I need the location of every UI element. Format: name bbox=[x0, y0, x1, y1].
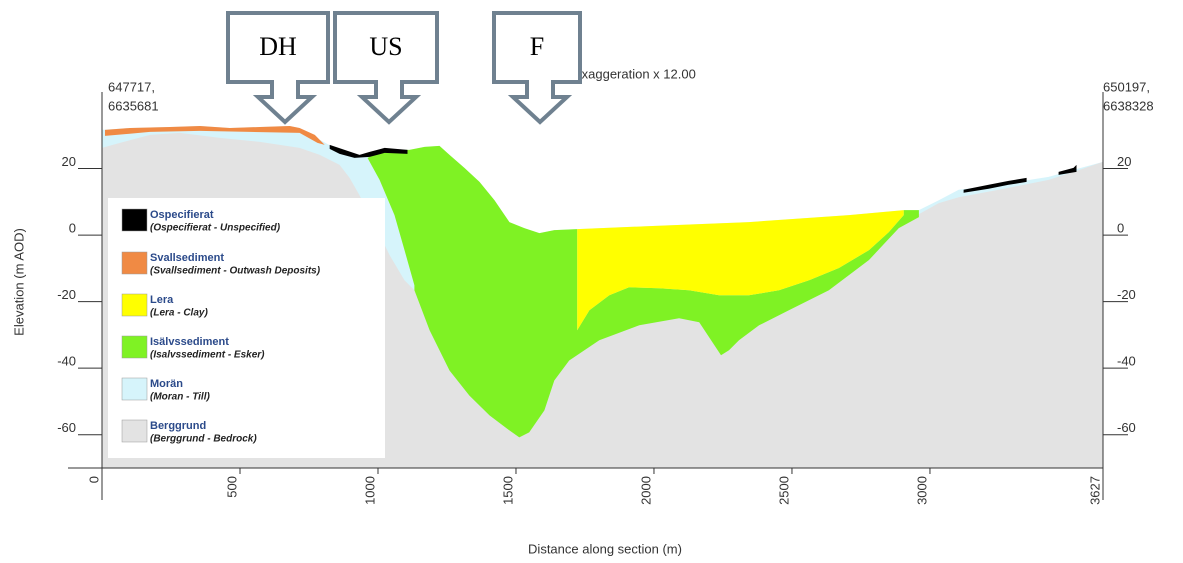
callout-shape bbox=[226, 11, 330, 125]
legend-name: Morän bbox=[150, 378, 183, 390]
layer-area bbox=[329, 144, 1077, 193]
layer-area bbox=[577, 210, 904, 331]
legend-description: (Lera - Clay) bbox=[150, 308, 208, 319]
legend-name: Berggrund bbox=[150, 420, 206, 432]
legend-swatch bbox=[121, 208, 148, 232]
callout: DH bbox=[226, 11, 330, 125]
y2-tick-label: 0 bbox=[1117, 221, 1124, 236]
legend-name: Isälvssediment bbox=[150, 336, 229, 348]
callout: F bbox=[492, 11, 582, 125]
x-tick-label: 3627 bbox=[1087, 476, 1102, 505]
legend-swatch bbox=[121, 419, 148, 443]
legend-description: (Svallsediment - Outwash Deposits) bbox=[150, 266, 321, 277]
x-tick-label: 1500 bbox=[500, 476, 515, 505]
legend-swatch bbox=[121, 377, 148, 401]
x-tick-label: 2000 bbox=[638, 476, 653, 505]
x-tick-label: 0 bbox=[86, 476, 101, 483]
right-coordinate: 6638328 bbox=[1103, 98, 1154, 113]
annotation: F bbox=[530, 32, 544, 61]
annotation: US bbox=[369, 32, 402, 61]
left-coordinate: 647717, bbox=[108, 79, 155, 94]
callout-shape bbox=[333, 11, 439, 125]
callout: US bbox=[333, 11, 439, 125]
legend: Ospecifierat (Ospecifierat - Unspecified)… bbox=[121, 208, 321, 445]
y-tick-label: 20 bbox=[62, 154, 76, 169]
layer-area bbox=[367, 145, 919, 438]
y-tick-label: 0 bbox=[69, 221, 76, 236]
legend-swatch bbox=[121, 293, 148, 317]
legend-description: (Moran - Till) bbox=[150, 392, 210, 403]
y-tick-label: -40 bbox=[57, 354, 76, 369]
legend-name: Svallsediment bbox=[150, 252, 224, 264]
x-tick-label: 1000 bbox=[362, 476, 377, 505]
y-tick-label: -20 bbox=[57, 287, 76, 302]
x-tick-label: 3000 bbox=[914, 476, 929, 505]
legend-description: (Ospecifierat - Unspecified) bbox=[150, 223, 281, 234]
legend-swatch bbox=[121, 251, 148, 275]
x-axis-label: Distance along section (m) bbox=[528, 541, 682, 556]
y2-tick-label: -20 bbox=[1117, 287, 1136, 302]
y2-tick-label: -40 bbox=[1117, 354, 1136, 369]
legend-description: (Isalvssediment - Esker) bbox=[150, 350, 265, 361]
callout-shape bbox=[492, 11, 582, 125]
y-axis-label: Elevation (m AOD) bbox=[11, 228, 26, 336]
legend-swatch bbox=[121, 335, 148, 359]
right-coordinate: 650197, bbox=[1103, 79, 1150, 94]
legend-description: (Berggrund - Bedrock) bbox=[150, 434, 257, 445]
legend-box bbox=[108, 198, 385, 458]
left-coordinate: 6635681 bbox=[108, 98, 159, 113]
y-tick-label: -60 bbox=[57, 420, 76, 435]
x-tick-label: 500 bbox=[224, 476, 239, 498]
x-tick-label: 2500 bbox=[776, 476, 791, 505]
legend-name: Ospecifierat bbox=[150, 209, 214, 221]
y2-tick-label: 20 bbox=[1117, 154, 1131, 169]
layer-area bbox=[105, 126, 325, 145]
legend-name: Lera bbox=[150, 294, 174, 306]
annotation: DH bbox=[259, 32, 297, 61]
y2-tick-label: -60 bbox=[1117, 420, 1136, 435]
